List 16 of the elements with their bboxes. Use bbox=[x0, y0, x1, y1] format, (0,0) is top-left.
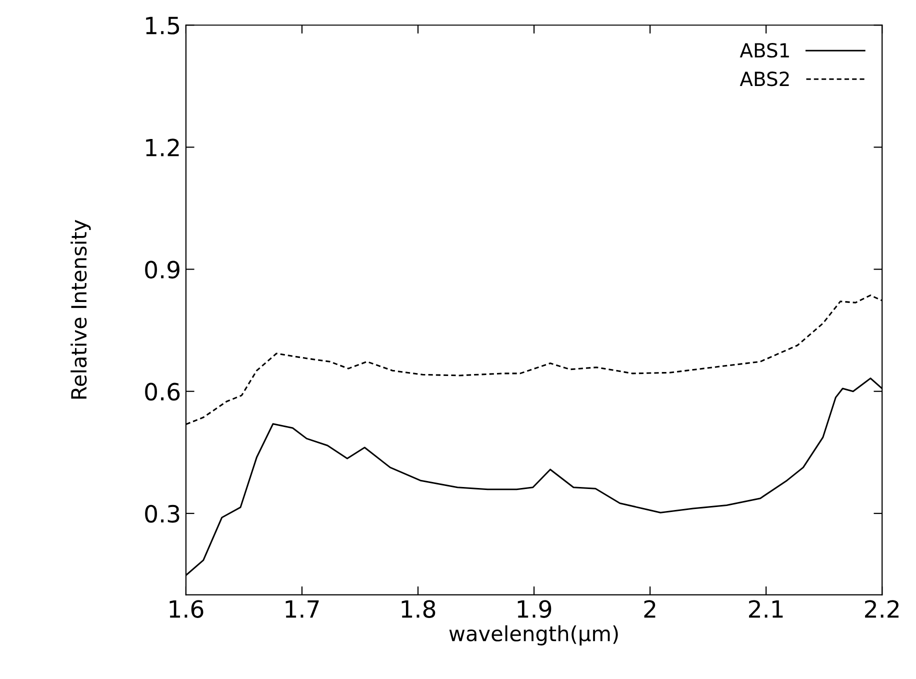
x-tick-label: 1.8 bbox=[402, 600, 436, 618]
x-tick-label: 2.2 bbox=[865, 600, 899, 618]
x-tick-label: 1.7 bbox=[286, 600, 319, 618]
y-tick-label: 1.2 bbox=[146, 138, 179, 156]
x-tick-label: 1.9 bbox=[518, 600, 552, 618]
y-tick-label: 1.5 bbox=[146, 16, 180, 34]
x-tick-label: 1.6 bbox=[170, 600, 204, 618]
y-tick-label: 0.3 bbox=[145, 504, 180, 523]
y-tick-label: 0.9 bbox=[145, 260, 180, 279]
legend-label: ABS2 bbox=[740, 72, 789, 86]
y-axis-title: Relative Intensity bbox=[70, 220, 91, 399]
x-tick-label: 2.1 bbox=[749, 600, 783, 618]
x-tick-label: 2 bbox=[644, 600, 656, 618]
legend-label: ABS1 bbox=[740, 42, 789, 58]
y-tick-label: 0.6 bbox=[145, 382, 180, 401]
x-axis-title: wavelength(μm) bbox=[449, 625, 618, 646]
